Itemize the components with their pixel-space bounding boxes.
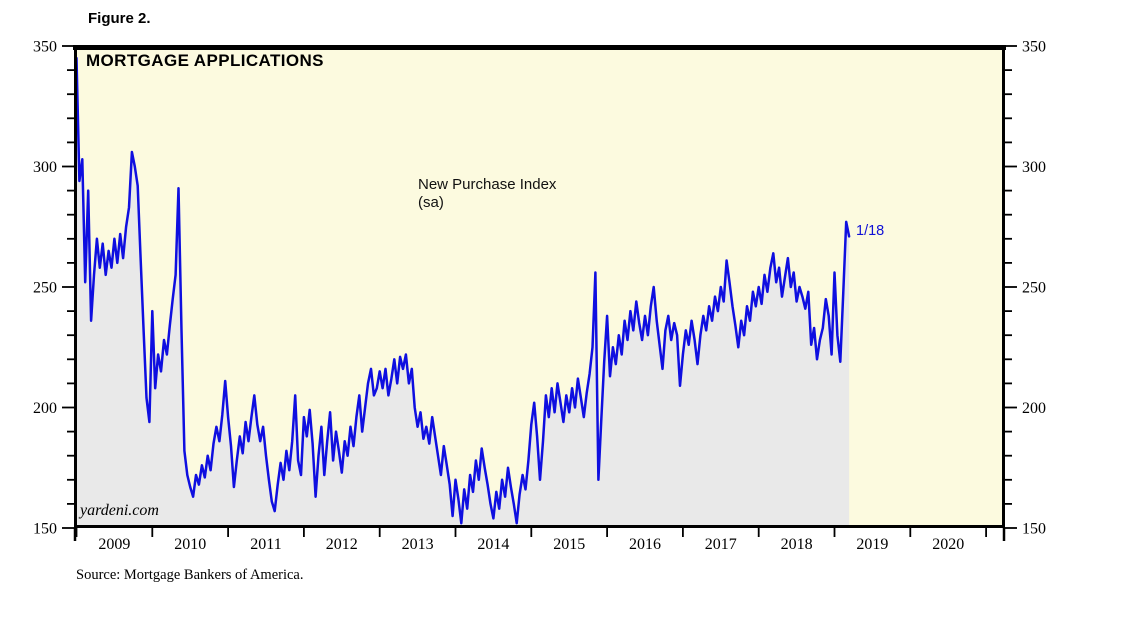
svg-text:2017: 2017	[705, 536, 737, 553]
svg-text:200: 200	[1022, 400, 1046, 417]
svg-text:2012: 2012	[326, 536, 358, 553]
series-label: New Purchase Index (sa)	[418, 176, 556, 212]
series-label-line2: (sa)	[418, 194, 444, 211]
svg-text:300: 300	[33, 159, 57, 176]
watermark: yardeni.com	[80, 502, 159, 519]
svg-text:250: 250	[1022, 280, 1046, 297]
svg-text:200: 200	[33, 400, 57, 417]
svg-text:150: 150	[33, 521, 57, 538]
series-label-line1: New Purchase Index	[418, 176, 557, 193]
svg-text:150: 150	[1022, 521, 1046, 538]
svg-text:2020: 2020	[932, 536, 964, 553]
svg-text:2010: 2010	[174, 536, 206, 553]
svg-text:2019: 2019	[856, 536, 888, 553]
svg-text:250: 250	[33, 280, 57, 297]
svg-text:2014: 2014	[477, 536, 509, 553]
svg-text:300: 300	[1022, 159, 1046, 176]
svg-text:2016: 2016	[629, 536, 661, 553]
svg-text:2011: 2011	[250, 536, 281, 553]
svg-text:350: 350	[33, 39, 57, 56]
chart-title: MORTGAGE APPLICATIONS	[86, 51, 324, 70]
figure-label: Figure 2.	[88, 10, 151, 27]
svg-text:2015: 2015	[553, 536, 585, 553]
svg-text:2013: 2013	[402, 536, 434, 553]
svg-text:350: 350	[1022, 39, 1046, 56]
last-point-label: 1/18	[856, 223, 885, 239]
source-note: Source: Mortgage Bankers of America.	[76, 567, 304, 583]
svg-text:2009: 2009	[98, 536, 130, 553]
svg-text:2018: 2018	[781, 536, 813, 553]
